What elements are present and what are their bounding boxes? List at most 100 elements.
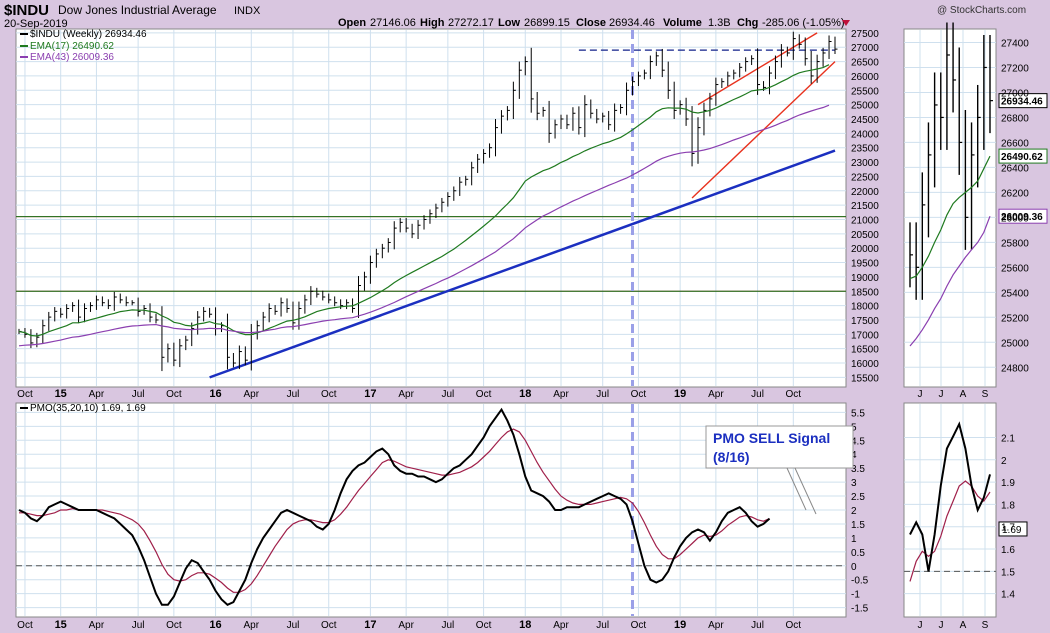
inset-price-y-tick-label: 25200 [1001,313,1029,324]
inset-price-x-tick-label: S [982,389,989,400]
price-y-tick-label: 27000 [851,43,879,54]
price-tag-value: 26934.46 [1001,97,1043,108]
inset-pmo-y-tick-label: 1.6 [1001,545,1015,556]
ema43-line [18,104,830,347]
inset-pmo-x-tick-label: S [982,620,989,631]
ema17-line [18,64,830,337]
inset-price-x-tick-label: J [918,389,923,400]
pmo-sell-annotation: PMO SELL Signal (8/16) [705,425,854,515]
price-x-tick-label: 19 [674,388,686,400]
legend-price: $INDU (Weekly) 26934.46 [30,29,147,40]
inset-price-y-tick-label: 25400 [1001,288,1029,299]
pmo-x-tick-label: 18 [519,619,531,631]
pmo-tag-value: 1.69 [1002,525,1022,536]
high-label: High [420,17,445,29]
price-y-tick-label: 27500 [851,29,879,40]
pmo-x-tick-label: Jul [441,620,454,631]
pmo-y-tick-label: 5 [851,422,857,433]
price-tag-box [998,208,1048,224]
pmo-y-tick-label: -1.5 [851,604,869,615]
price-tag-box [998,93,1048,109]
inset-price-y-tick-label: 27000 [1001,88,1029,99]
annotation-line-1: PMO SELL Signal [713,430,830,446]
price-x-tick-label: Jul [132,389,145,400]
price-x-tick-label: Apr [89,389,105,400]
price-x-tick-label: 16 [209,388,221,400]
price-x-tick-label: Oct [166,389,182,400]
pmo-y-tick-label: 0 [851,562,857,573]
pmo-y-tick-label: 3.5 [851,464,865,475]
inset-price-y-tick-label: 26600 [1001,138,1029,149]
symbol-title: $INDU [4,2,49,19]
price-y-tick-label: 19500 [851,259,879,270]
exchange-label: INDX [234,5,261,17]
inset-pmo-y-tick-label: 2.1 [1001,433,1015,444]
price-y-tick-label: 20500 [851,230,879,241]
price-x-tick-label: Oct [17,389,33,400]
price-x-tick-label: Apr [708,389,724,400]
price-y-tick-label: 18500 [851,287,879,298]
volume-label: Volume [663,17,702,29]
inset-price-y-tick-label: 27200 [1001,63,1029,74]
pmo-y-tick-label: 0.5 [851,548,865,559]
pmo-x-tick-label: Apr [244,620,260,631]
pmo-x-tick-label: Oct [166,620,182,631]
inset-ema17-line [909,155,991,280]
annotations [16,30,996,616]
close-value: 26934.46 [609,17,655,29]
down-arrow-icon [842,20,850,26]
pmo-legend: PMO(35,20,10) 1.69, 1.69 [20,403,146,414]
chg-label: Chg [737,17,758,29]
inset-pmo-y-tick-label: 1.5 [1001,567,1015,578]
pmo-y-tick-label: -1 [851,590,860,601]
pmo-y-tick-label: 4.5 [851,436,865,447]
pmo-x-tick-label: Apr [398,620,414,631]
price-y-tick-label: 22000 [851,187,879,198]
inset-price-y-tick-label: 26400 [1001,163,1029,174]
price-x-tick-label: Apr [244,389,260,400]
price-y-tick-label: 25500 [851,86,879,97]
pmo-x-tick-label: 15 [55,619,67,631]
price-tag-value: 26009.36 [1001,212,1043,223]
inset-pmo-y-tick-label: 1.9 [1001,478,1015,489]
price-y-tick-label: 21000 [851,215,879,226]
low-value: 26899.15 [524,17,570,29]
annotation-pointer [786,467,807,511]
high-value: 27272.17 [448,17,494,29]
price-y-tick-label: 26500 [851,58,879,69]
inset-price-y-tick-label: 26800 [1001,113,1029,124]
inset-pmo-x-tick-label: J [939,620,944,631]
inset-price-panel [903,28,997,388]
legend-ema43: EMA(43) 26009.36 [30,52,114,63]
pmo-y-tick-label: 2.5 [851,492,865,503]
inset-price-y-tick-label: 24800 [1001,363,1029,374]
open-label: Open [338,17,366,29]
pmo-x-tick-label: Jul [596,620,609,631]
price-y-tick-label: 17500 [851,316,879,327]
inset-price-y-tick-label: 25600 [1001,263,1029,274]
pmo-x-tick-label: Jul [287,620,300,631]
pmo-x-tick-label: 17 [364,619,376,631]
price-y-tick-label: 16500 [851,345,879,356]
pmo-line [18,407,771,606]
pmo-y-tick-label: 4 [851,450,857,461]
index-name: Dow Jones Industrial Average [58,3,217,17]
price-y-tick-label: 20000 [851,244,879,255]
inset-pmo-line [909,421,991,572]
pmo-x-tick-label: Apr [89,620,105,631]
inset-pmo-y-tick-label: 1.7 [1001,523,1015,534]
volume-value: 1.3B [708,17,731,29]
pmo-y-tick-label: 2 [851,506,857,517]
price-y-tick-label: 25000 [851,101,879,112]
price-y-tick-label: 19000 [851,273,879,284]
price-y-tick-label: 15500 [851,373,879,384]
price-x-tick-label: Jul [596,389,609,400]
price-x-tick-label: Oct [786,389,802,400]
inset-price-x-tick-label: A [960,389,967,400]
low-label: Low [498,17,520,29]
pmo-y-tick-label: -0.5 [851,576,869,587]
price-x-tick-label: 18 [519,388,531,400]
price-x-tick-label: 15 [55,388,67,400]
annotation-line-2: (8/16) [713,449,750,465]
